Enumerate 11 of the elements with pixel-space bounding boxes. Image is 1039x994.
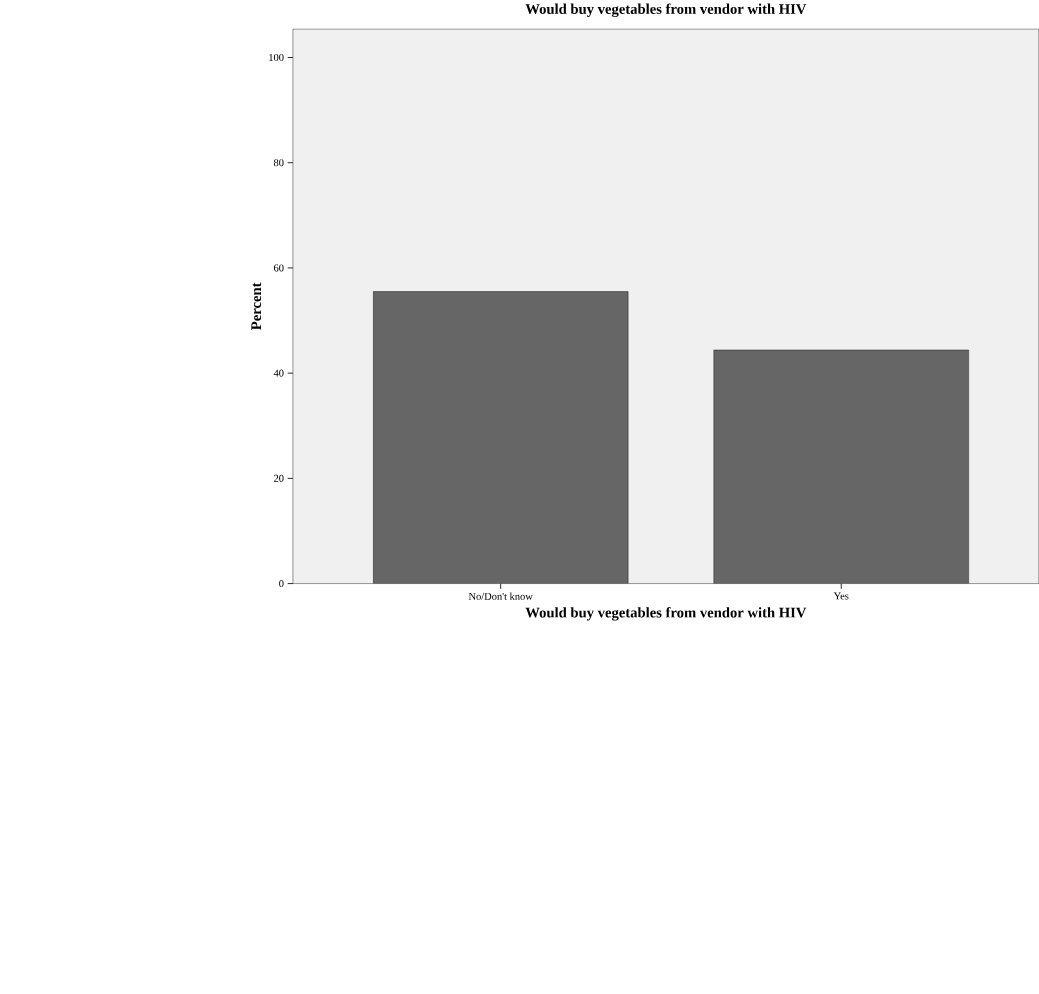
x-tick-label: Yes — [833, 592, 849, 600]
chart-title: Would buy vegetables from vendor with HIV — [525, 3, 807, 18]
y-tick-label: 80 — [273, 159, 284, 167]
y-tick-label: 60 — [273, 264, 284, 272]
x-tick-label: No/Don't know — [468, 592, 533, 600]
y-tick-label: 100 — [269, 53, 284, 62]
y-tick-label: 40 — [273, 369, 284, 377]
x-axis-title: Would buy vegetables from vendor with HIV — [525, 607, 807, 621]
y-tick-label: 20 — [273, 474, 284, 482]
y-axis-title: Percent — [251, 282, 262, 330]
y-tick-label: 0 — [279, 580, 284, 588]
